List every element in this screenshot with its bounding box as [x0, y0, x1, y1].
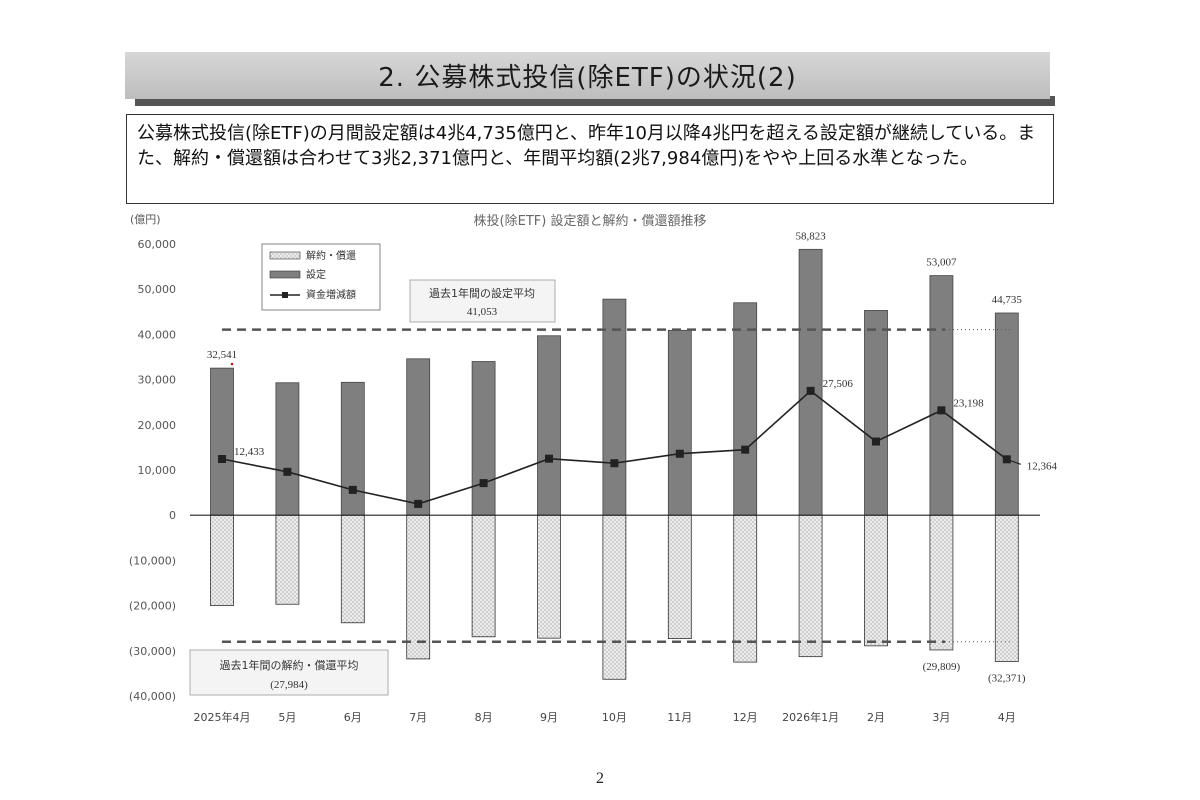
net-flow-marker: [937, 406, 946, 415]
subscription-bar: [537, 335, 561, 516]
page-number: 2: [596, 770, 604, 787]
net-flow-label-leader: [1006, 458, 1022, 465]
net-flow-marker: [675, 449, 684, 458]
redemption-bar: [340, 514, 365, 624]
fund-flow-chart: 株投(除ETF) 設定額と解約・償還額推移 (億円) 60,000 50,000 40,…: [129, 213, 1058, 724]
subscription-bar: [798, 248, 823, 516]
subscription-average-value: 41,053: [467, 306, 498, 318]
x-category-label: 12月: [733, 711, 758, 724]
subscription-data-label: 44,735: [992, 294, 1023, 306]
title-banner-shadow: [135, 96, 1055, 106]
subscription-bar: [210, 367, 234, 516]
net-flow-marker: [218, 455, 226, 464]
net-flow-marker: [1002, 455, 1011, 464]
summary-text: 公募株式投信(除ETF)の月間設定額は4兆4,735億円と、昨年10月以降4兆円…: [137, 123, 1036, 169]
y-tick-label: 30,000: [138, 374, 177, 387]
y-axis-unit-label: (億円): [130, 213, 161, 226]
net-flow-data-label: 12,364: [1027, 460, 1058, 472]
redemption-average-label: 過去1年間の解約・償還平均: [220, 658, 359, 672]
net-flow-marker: [610, 459, 619, 468]
redemption-bar: [537, 514, 561, 639]
net-flow-marker: [348, 485, 357, 494]
redemption-bar: [733, 514, 758, 663]
net-flow-marker: [872, 437, 880, 446]
legend-entry-label: 解約・償還: [306, 249, 356, 262]
subscription-bar: [406, 358, 431, 516]
redemption-average-value: (27,984): [270, 679, 308, 691]
summary-box: 公募株式投信(除ETF)の月間設定額は4兆4,735億円と、昨年10月以降4兆円…: [126, 114, 1054, 204]
y-tick-label: (40,000): [129, 690, 176, 703]
redemption-bar: [929, 514, 954, 651]
subscription-bar: [733, 302, 758, 516]
y-tick-label: (10,000): [129, 554, 176, 567]
x-category-label: 6月: [344, 711, 362, 724]
redemption-bar: [667, 514, 692, 639]
net-flow-marker: [479, 479, 488, 488]
subscription-bar: [602, 298, 627, 516]
x-category-label: 2月: [867, 711, 885, 724]
net-flow-marker: [414, 499, 423, 508]
net-flow-marker: [741, 445, 750, 454]
redemption-bar: [994, 514, 1019, 662]
x-category-label: 3月: [932, 711, 950, 724]
y-tick-label: 40,000: [138, 328, 177, 341]
redemption-bar: [798, 514, 823, 658]
redemption-data-label: (29,809): [923, 661, 961, 673]
y-tick-label: 20,000: [138, 419, 177, 432]
subscription-bar: [275, 382, 300, 516]
legend-swatch-redemption: [269, 251, 301, 260]
y-tick-label: 0: [169, 509, 176, 522]
y-tick-label: 50,000: [138, 283, 177, 296]
subscription-bar: [340, 381, 365, 516]
subscription-data-label: 58,823: [795, 230, 826, 242]
net-flow-marker: [806, 386, 815, 395]
net-flow-data-label: 12,433: [234, 446, 265, 458]
net-flow-marker: [283, 467, 292, 476]
x-category-label: 8月: [475, 711, 493, 724]
subscription-data-label: 53,007: [926, 257, 957, 269]
subscription-bar: [994, 312, 1019, 516]
redemption-bar: [406, 514, 431, 660]
subscription-data-label: 32,541: [207, 349, 237, 361]
subscription-bar: [864, 310, 888, 516]
redemption-average-callout: [189, 649, 389, 696]
y-tick-label: 60,000: [138, 238, 177, 251]
page-title: 2. 公募株式投信(除ETF)の状況(2): [378, 63, 797, 93]
subscription-average-label: 過去1年間の設定平均: [429, 286, 535, 300]
redemption-bar: [275, 514, 300, 605]
label-marker-dot: [230, 362, 234, 366]
subscription-bar: [667, 329, 692, 516]
redemption-bar: [864, 514, 888, 647]
legend-entry-label: 資金増減額: [306, 288, 356, 301]
redemption-data-label: (32,371): [988, 673, 1026, 685]
subscription-bar: [929, 275, 954, 516]
x-category-label: 5月: [278, 711, 296, 724]
legend-entry-label: 設定: [306, 268, 326, 281]
y-tick-label: 10,000: [138, 464, 177, 477]
subscription-bar: [471, 361, 496, 516]
x-category-label: 2026年1月: [782, 710, 839, 724]
title-banner: 2. 公募株式投信(除ETF)の状況(2): [125, 52, 1050, 99]
redemption-bar: [471, 514, 496, 638]
redemption-bar: [210, 514, 234, 607]
x-category-label: 4月: [998, 711, 1016, 724]
y-tick-label: (30,000): [129, 645, 176, 658]
net-flow-data-label: 23,198: [953, 397, 984, 409]
chart-title: 株投(除ETF) 設定額と解約・償還額推移: [474, 213, 707, 229]
subscription-average-callout: [409, 279, 556, 323]
x-category-label: 2025年4月: [194, 710, 251, 724]
net-flow-data-label: 27,506: [823, 378, 854, 390]
net-flow-marker: [545, 454, 553, 463]
x-category-label: 11月: [667, 711, 692, 724]
legend-swatch-subscription: [269, 270, 301, 279]
y-tick-label: (20,000): [129, 600, 176, 613]
x-category-label: 9月: [540, 711, 558, 724]
x-category-label: 7月: [409, 711, 427, 724]
x-category-label: 10月: [602, 711, 627, 724]
redemption-bar: [602, 514, 627, 680]
legend-swatch-net-flow-marker: [282, 292, 288, 298]
